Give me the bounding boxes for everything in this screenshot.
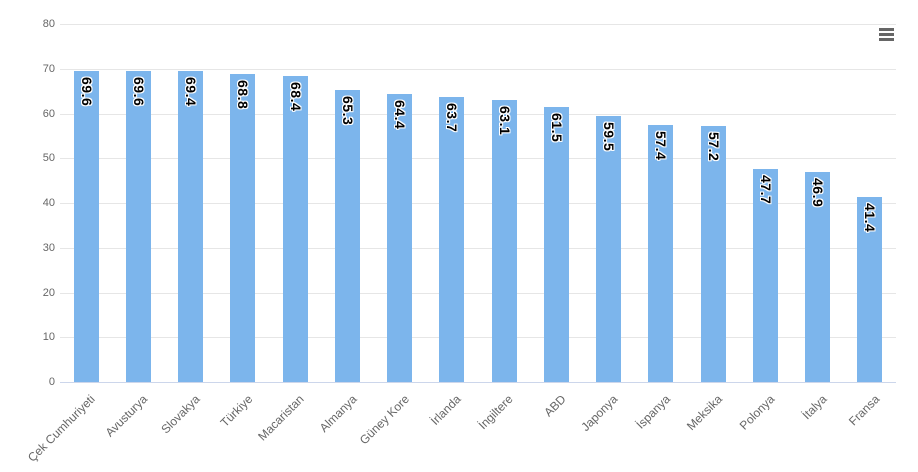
x-axis-line: [60, 382, 896, 383]
bar-value-label: 57.2: [705, 132, 722, 162]
bar-value-label: 46.9: [810, 178, 827, 208]
gridline: [60, 158, 896, 160]
x-axis-category-label: Almanya: [316, 392, 360, 435]
bar-value-label: 57.4: [653, 131, 670, 161]
x-axis-category-label: Çek Cumhuriyeti: [25, 392, 99, 465]
bar[interactable]: [491, 99, 517, 382]
bar-value-label: 63.7: [444, 102, 461, 133]
y-axis-tick-label: 0: [48, 376, 55, 388]
bar-value-label: 69.6: [78, 76, 95, 106]
bar[interactable]: [387, 93, 413, 382]
bar[interactable]: [752, 168, 778, 382]
bar-value-label: 65.3: [339, 95, 356, 126]
bar[interactable]: [857, 196, 883, 382]
x-axis-category-label: İspanya: [633, 392, 673, 432]
gridline: [60, 337, 896, 339]
gridline: [60, 247, 896, 249]
x-axis-category-label: Slovakya: [158, 392, 203, 437]
bar-value-label: 47.7: [757, 174, 774, 204]
x-axis-category-label: Polonya: [736, 392, 778, 433]
y-axis-tick-label: 80: [42, 18, 55, 30]
y-axis-tick-label: 70: [42, 62, 55, 75]
x-axis-category-label: ABD: [540, 392, 569, 420]
y-axis-tick-label: 20: [42, 286, 55, 299]
bar-value-label: 63.1: [496, 105, 513, 135]
bar-value-label: 68.4: [287, 81, 304, 112]
bar[interactable]: [439, 96, 465, 382]
bar[interactable]: [334, 89, 360, 382]
x-axis-category-label: Güney Kore: [356, 392, 412, 448]
gridline: [60, 68, 896, 70]
bar[interactable]: [73, 70, 99, 382]
x-axis-category-label: Macaristan: [255, 392, 308, 444]
bar-value-label: 69.4: [183, 77, 200, 107]
chart-context-menu-button[interactable]: [875, 26, 897, 46]
bar[interactable]: [596, 115, 622, 382]
hamburger-menu-icon: [878, 28, 894, 41]
y-axis-tick-label: 60: [42, 107, 55, 120]
x-axis-category-label: Meksika: [684, 392, 726, 434]
gridline: [60, 203, 896, 204]
x-axis-category-label: Avusturya: [102, 392, 151, 440]
x-axis-category-label: Türkiye: [217, 392, 255, 430]
bar-value-label: 64.4: [392, 99, 409, 130]
x-axis-category-label: Japonya: [578, 392, 621, 435]
x-axis-category-label: İtalya: [799, 392, 830, 423]
y-axis-tick-label: 50: [42, 152, 55, 165]
bar[interactable]: [282, 75, 308, 382]
bar-value-label: 68.8: [235, 80, 252, 110]
gridline: [60, 292, 896, 294]
bar-value-label: 61.5: [548, 112, 565, 143]
bar-value-label: 41.4: [862, 202, 879, 232]
bar[interactable]: [543, 106, 569, 382]
bar[interactable]: [805, 172, 831, 382]
gridline: [60, 113, 896, 115]
bar[interactable]: [648, 125, 674, 382]
bar[interactable]: [125, 70, 151, 382]
x-axis-category-label: İngiltere: [475, 392, 517, 433]
bar[interactable]: [230, 74, 256, 382]
bar[interactable]: [700, 126, 726, 382]
x-axis-category-label: İrlanda: [427, 392, 464, 428]
y-axis-tick-label: 30: [42, 241, 55, 254]
y-axis-tick-label: 10: [42, 331, 55, 344]
y-axis-tick-label: 40: [42, 197, 55, 209]
x-axis-category-label: Fransa: [845, 392, 882, 429]
gridline: [60, 24, 896, 25]
bar-value-label: 59.5: [601, 121, 618, 151]
bar-value-label: 69.6: [130, 76, 147, 106]
bar[interactable]: [178, 71, 204, 382]
